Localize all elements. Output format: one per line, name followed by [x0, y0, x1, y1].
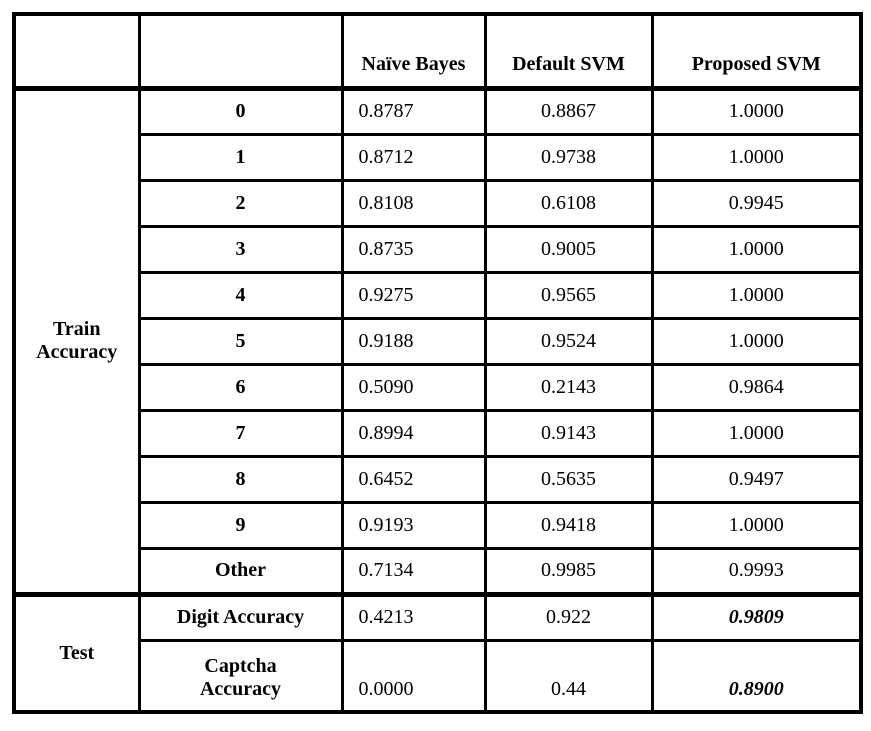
- table-row-digit-6: 6 0.5090 0.2143 0.9864: [14, 362, 863, 412]
- row-label: 6: [137, 362, 344, 412]
- value-cell: 0.2143: [483, 362, 654, 412]
- header-row: Naïve Bayes Default SVM Proposed SVM: [12, 12, 863, 91]
- value-cell: 0.6108: [483, 178, 654, 228]
- table-row-digit-1: 1 0.8712 0.9738 1.0000: [14, 132, 863, 182]
- corner-cell-group: [12, 12, 141, 91]
- table-row-digit-5: 5 0.9188 0.9524 1.0000: [14, 316, 863, 366]
- value-cell: 0.9985: [483, 546, 654, 597]
- value-cell: 1.0000: [650, 224, 863, 274]
- value-cell-highlighted: 0.8900: [650, 638, 863, 714]
- row-label: 4: [137, 270, 344, 320]
- value-cell: 1.0000: [650, 316, 863, 366]
- row-label: 7: [137, 408, 344, 458]
- row-label: 2: [137, 178, 344, 228]
- row-label: 1: [137, 132, 344, 182]
- value-cell: 0.8108: [340, 178, 487, 228]
- table-row-digit-7: 7 0.8994 0.9143 1.0000: [14, 408, 863, 458]
- table-row-digit-3: 3 0.8735 0.9005 1.0000: [14, 224, 863, 274]
- value-cell: 0.8994: [340, 408, 487, 458]
- col-header-proposed-svm: Proposed SVM: [650, 12, 863, 91]
- value-cell: 0.7134: [340, 546, 487, 597]
- row-label: 5: [137, 316, 344, 366]
- row-label: 9: [137, 500, 344, 550]
- table-row-digit-8: 8 0.6452 0.5635 0.9497: [14, 454, 863, 504]
- value-cell: 0.922: [483, 591, 654, 642]
- value-cell: 0.8787: [340, 86, 487, 136]
- value-cell: 0.8712: [340, 132, 487, 182]
- value-cell: 0.9275: [340, 270, 487, 320]
- value-cell: 0.8735: [340, 224, 487, 274]
- row-label: 3: [137, 224, 344, 274]
- value-cell: 0.9945: [650, 178, 863, 228]
- table-row-digit-9: 9 0.9193 0.9418 1.0000: [14, 500, 863, 550]
- row-label: 0: [137, 86, 344, 136]
- value-cell: 0.8867: [483, 86, 654, 136]
- table-row-digit-4: 4 0.9275 0.9565 1.0000: [14, 270, 863, 320]
- value-cell: 0.4213: [340, 591, 487, 642]
- value-cell: 0.9738: [483, 132, 654, 182]
- row-label: Other: [137, 546, 344, 597]
- value-cell: 1.0000: [650, 500, 863, 550]
- value-cell: 0.9005: [483, 224, 654, 274]
- results-table: Naïve Bayes Default SVM Proposed SVM Tra…: [12, 12, 863, 714]
- value-cell: 1.0000: [650, 270, 863, 320]
- table-row-digit-0: Train Accuracy 0 0.8787 0.8867 1.0000: [12, 86, 863, 596]
- value-cell: 0.9193: [340, 500, 487, 550]
- value-cell: 0.6452: [340, 454, 487, 504]
- value-cell: 0.9497: [650, 454, 863, 504]
- col-header-default-svm: Default SVM: [483, 12, 654, 91]
- row-label: 8: [137, 454, 344, 504]
- table-row-digit-accuracy: Test Digit Accuracy 0.4213 0.922 0.9809: [12, 591, 863, 714]
- value-cell: 0.9143: [483, 408, 654, 458]
- value-cell: 1.0000: [650, 86, 863, 136]
- table-row-captcha-accuracy: Captcha Accuracy 0.0000 0.44 0.8900: [14, 638, 863, 714]
- row-label: Captcha Accuracy: [137, 638, 344, 714]
- value-cell: 1.0000: [650, 132, 863, 182]
- value-cell: 0.5090: [340, 362, 487, 412]
- value-cell: 0.9565: [483, 270, 654, 320]
- row-label: Digit Accuracy: [137, 591, 344, 642]
- table-row-other: Other 0.7134 0.9985 0.9993: [14, 546, 863, 597]
- value-cell: 0.9993: [650, 546, 863, 597]
- value-cell: 0.9864: [650, 362, 863, 412]
- group-label-train-accuracy: Train Accuracy: [12, 86, 141, 596]
- value-cell: 1.0000: [650, 408, 863, 458]
- corner-cell-label: [137, 12, 344, 91]
- value-cell: 0.9418: [483, 500, 654, 550]
- value-cell: 0.9524: [483, 316, 654, 366]
- value-cell: 0.44: [483, 638, 654, 714]
- value-cell: 0.5635: [483, 454, 654, 504]
- col-header-naive-bayes: Naïve Bayes: [340, 12, 487, 91]
- value-cell: 0.0000: [340, 638, 487, 714]
- value-cell: 0.9188: [340, 316, 487, 366]
- table-row-digit-2: 2 0.8108 0.6108 0.9945: [14, 178, 863, 228]
- group-label-test: Test: [12, 591, 141, 714]
- value-cell-highlighted: 0.9809: [650, 591, 863, 642]
